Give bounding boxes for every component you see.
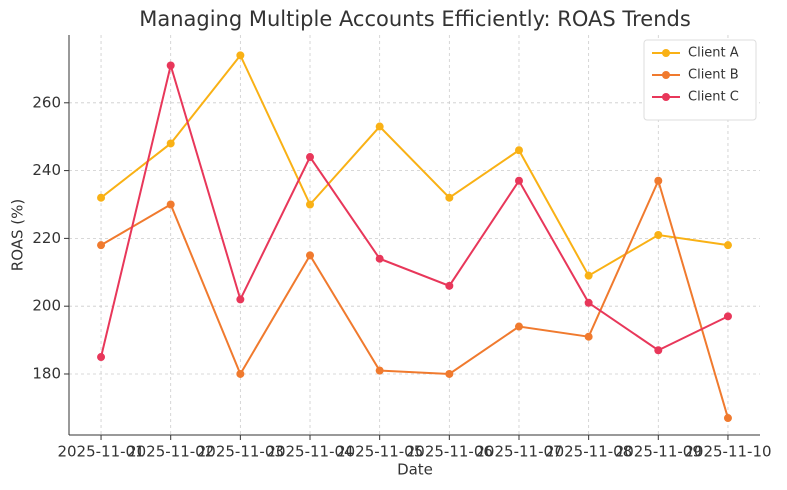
x-tick-label: 2025-11-08 [545,443,632,461]
series-line [100,177,729,419]
x-tick-label: 2025-11-09 [615,443,702,461]
point [236,295,245,304]
x-tick-label: 2025-11-03 [197,443,284,461]
legend-label: Client C [688,90,739,105]
point [375,366,384,375]
point [306,251,315,260]
y-tick-label: 220 [32,229,61,247]
point [375,122,384,131]
point [166,200,175,209]
legend-box [643,39,757,121]
chart-title: Managing Multiple Accounts Efficiently: … [139,7,691,31]
legend-marker [662,49,670,57]
x-tick-label: 2025-11-04 [266,443,353,461]
x-axis-label: Date [397,461,433,479]
point [445,281,454,290]
point [584,298,593,307]
point [654,176,663,185]
legend-marker [662,71,670,79]
point [166,61,175,70]
point [97,193,106,202]
point [306,200,315,209]
point [166,139,175,148]
point [97,353,106,362]
point [236,369,245,378]
x-tick-label: 2025-11-01 [57,443,144,461]
y-tick-label: 240 [32,161,61,179]
point [97,241,106,250]
x-tick-label: 2025-11-07 [475,443,562,461]
point [514,176,523,185]
legend-marker [662,93,670,101]
legend-label: Client B [688,68,739,83]
point [584,271,593,280]
series-line [100,61,729,358]
point [445,369,454,378]
x-tick-label: 2025-11-05 [336,443,423,461]
point [723,241,732,250]
y-tick-label: 260 [32,93,61,111]
legend-label: Client A [688,46,739,61]
x-tick-label: 2025-11-10 [684,443,771,461]
y-tick-label: 200 [32,297,61,315]
point [375,254,384,263]
point [654,346,663,355]
point [306,153,315,162]
point [654,231,663,239]
point [584,332,593,341]
point [723,414,732,423]
point [514,146,523,155]
point [445,193,454,202]
x-tick-label: 2025-11-02 [127,443,214,461]
point [723,312,732,321]
point [236,51,245,60]
x-tick-label: 2025-11-06 [406,443,493,461]
y-axis-label: ROAS (%) [9,199,27,271]
series-line [100,53,729,278]
point [514,322,523,331]
y-tick-label: 180 [32,364,61,382]
